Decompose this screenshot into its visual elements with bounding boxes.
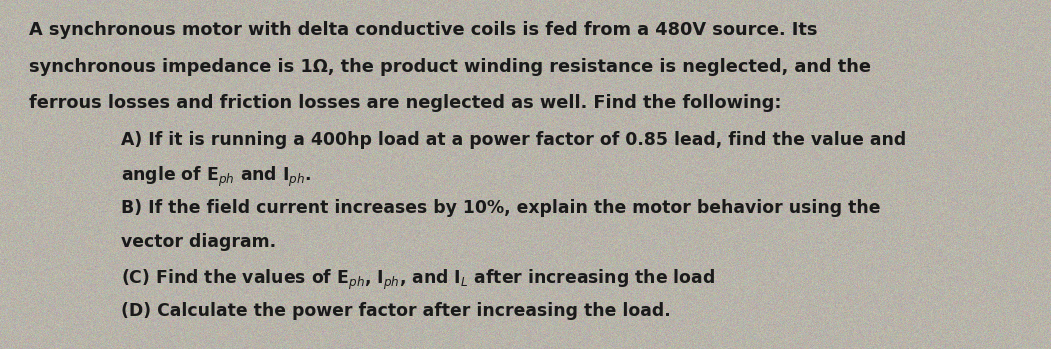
Text: ferrous losses and friction losses are neglected as well. Find the following:: ferrous losses and friction losses are n…	[29, 94, 782, 112]
Text: synchronous impedance is 1Ω, the product winding resistance is neglected, and th: synchronous impedance is 1Ω, the product…	[29, 58, 871, 76]
Text: angle of E$_{ph}$ and I$_{ph}$.: angle of E$_{ph}$ and I$_{ph}$.	[121, 165, 311, 189]
Text: (D) Calculate the power factor after increasing the load.: (D) Calculate the power factor after inc…	[121, 302, 671, 320]
Text: A synchronous motor with delta conductive coils is fed from a 480V source. Its: A synchronous motor with delta conductiv…	[29, 21, 818, 39]
Text: B) If the field current increases by 10%, explain the motor behavior using the: B) If the field current increases by 10%…	[121, 199, 881, 217]
Text: (C) Find the values of E$_{ph}$, I$_{ph}$, and I$_{L}$ after increasing the load: (C) Find the values of E$_{ph}$, I$_{ph}…	[121, 268, 715, 292]
Text: A) If it is running a 400hp load at a power factor of 0.85 lead, find the value : A) If it is running a 400hp load at a po…	[121, 131, 906, 149]
Text: vector diagram.: vector diagram.	[121, 233, 276, 252]
